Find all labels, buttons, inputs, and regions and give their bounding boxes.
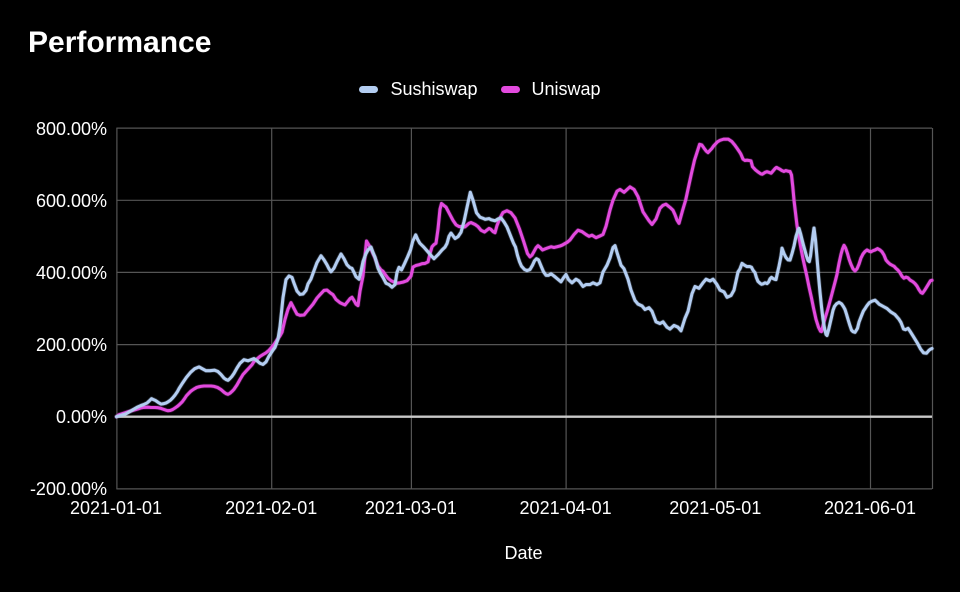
svg-text:-200.00%: -200.00% xyxy=(30,479,107,499)
svg-text:2021-05-01: 2021-05-01 xyxy=(669,498,761,518)
svg-text:200.00%: 200.00% xyxy=(36,335,107,355)
svg-text:2021-06-01: 2021-06-01 xyxy=(824,498,916,518)
svg-text:2021-02-01: 2021-02-01 xyxy=(225,498,317,518)
svg-text:0.00%: 0.00% xyxy=(56,407,107,427)
svg-text:2021-04-01: 2021-04-01 xyxy=(520,498,612,518)
svg-text:2021-03-01: 2021-03-01 xyxy=(365,498,457,518)
svg-text:400.00%: 400.00% xyxy=(36,263,107,283)
svg-text:800.00%: 800.00% xyxy=(36,119,107,139)
svg-text:2021-01-01: 2021-01-01 xyxy=(70,498,162,518)
svg-text:600.00%: 600.00% xyxy=(36,191,107,211)
